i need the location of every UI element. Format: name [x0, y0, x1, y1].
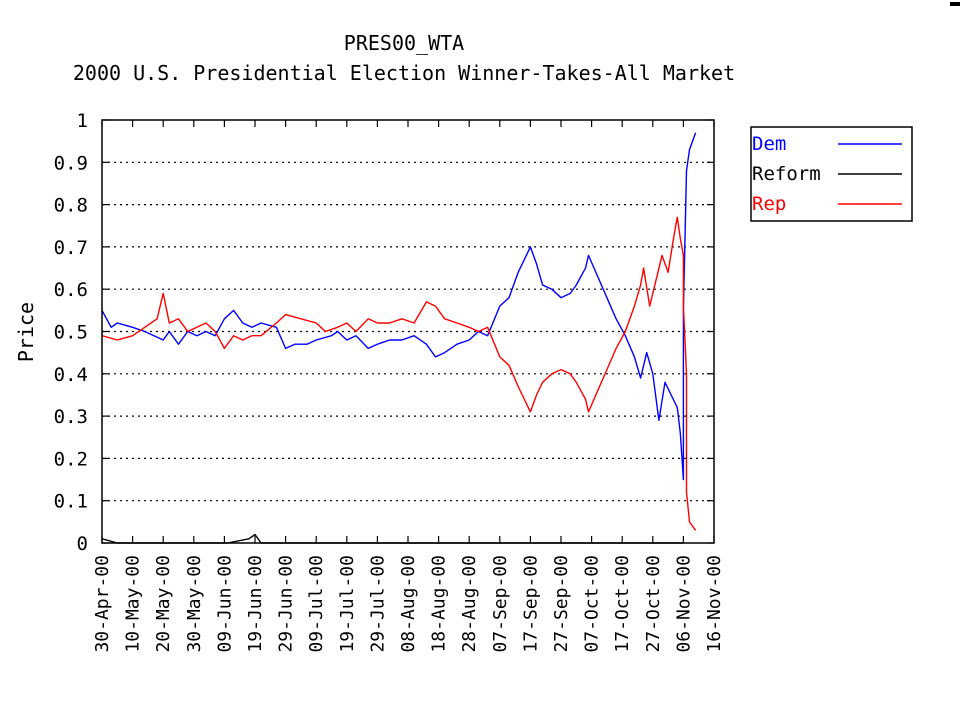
x-tick-label: 29-Jul-00: [367, 555, 388, 653]
y-axis: 0 0.1 0.2 0.3 0.4 0.5 0.6 0.7 0.8 0.9 1: [54, 110, 714, 555]
y-tick-label: 0.2: [54, 448, 88, 470]
y-tick-label: 0.7: [54, 237, 88, 259]
y-tick-label: 0.6: [54, 279, 88, 301]
series-line-reform: [101, 533, 684, 544]
x-tick-label: 18-Aug-00: [429, 555, 450, 653]
legend-label-reform: Reform: [752, 163, 821, 185]
x-tick-label: 19-Jun-00: [245, 555, 266, 653]
gridlines: [102, 161, 714, 502]
y-tick-label: 0.4: [54, 364, 88, 386]
y-tick-label: 0.9: [54, 152, 88, 174]
legend: Dem Reform Rep: [750, 126, 913, 222]
x-tick-label: 27-Sep-00: [551, 555, 572, 653]
corner-mark: [950, 2, 960, 6]
x-tick-label: 20-May-00: [153, 555, 174, 653]
x-tick-label: 16-Nov-00: [704, 555, 725, 653]
x-tick-label: 30-Apr-00: [92, 555, 113, 653]
x-tick-label: 19-Jul-00: [337, 555, 358, 653]
series-line-rep: [101, 216, 697, 531]
y-tick-label: 1: [77, 110, 88, 132]
x-tick-label: 30-May-00: [184, 555, 205, 653]
legend-label-dem: Dem: [752, 133, 786, 155]
x-tick-label: 17-Oct-00: [612, 555, 633, 653]
x-tick-label: 28-Aug-00: [459, 555, 480, 653]
x-tick-label: 09-Jun-00: [214, 555, 235, 653]
x-tick-label: 27-Oct-00: [643, 555, 664, 653]
y-tick-label: 0.5: [54, 322, 88, 344]
x-tick-label: 07-Sep-00: [490, 555, 511, 653]
y-tick-label: 0.1: [54, 491, 88, 513]
x-tick-label: 06-Nov-00: [673, 555, 694, 653]
series-lines: [101, 132, 697, 544]
x-axis: 30-Apr-00 10-May-00 20-May-00 30-May-00 09-J…: [92, 120, 725, 653]
x-tick-label: 29-Jun-00: [276, 555, 297, 653]
x-tick-label: 07-Oct-00: [582, 555, 603, 653]
x-tick-label: 09-Jul-00: [306, 555, 327, 653]
chart-subtitle: 2000 U.S. Presidential Election Winner-T…: [73, 61, 735, 85]
chart-title: PRES00_WTA: [344, 31, 464, 55]
x-tick-label: 17-Sep-00: [520, 555, 541, 653]
series-line-dem: [101, 132, 697, 481]
y-tick-label: 0.3: [54, 406, 88, 428]
legend-label-rep: Rep: [752, 193, 786, 215]
y-tick-label: 0.8: [54, 195, 88, 217]
x-tick-label: 10-May-00: [123, 555, 144, 653]
x-tick-label: 08-Aug-00: [398, 555, 419, 653]
y-axis-label: Price: [14, 302, 38, 362]
y-tick-label: 0: [77, 533, 88, 555]
